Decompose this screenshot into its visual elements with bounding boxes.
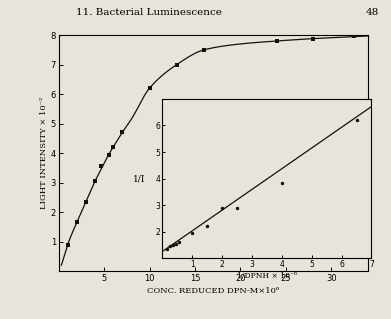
Text: 48: 48 [366,8,379,17]
Y-axis label: 1/I: 1/I [133,174,145,183]
Y-axis label: LIGHT INTENSITY × 10⁻²: LIGHT INTENSITY × 10⁻² [40,97,48,209]
X-axis label: 1/DPNH × 10⁻⁶: 1/DPNH × 10⁻⁶ [237,272,297,280]
X-axis label: CONC. REDUCED DPN-M×10⁶: CONC. REDUCED DPN-M×10⁶ [147,287,279,295]
Text: 11. Bacterial Luminescence: 11. Bacterial Luminescence [75,8,222,17]
